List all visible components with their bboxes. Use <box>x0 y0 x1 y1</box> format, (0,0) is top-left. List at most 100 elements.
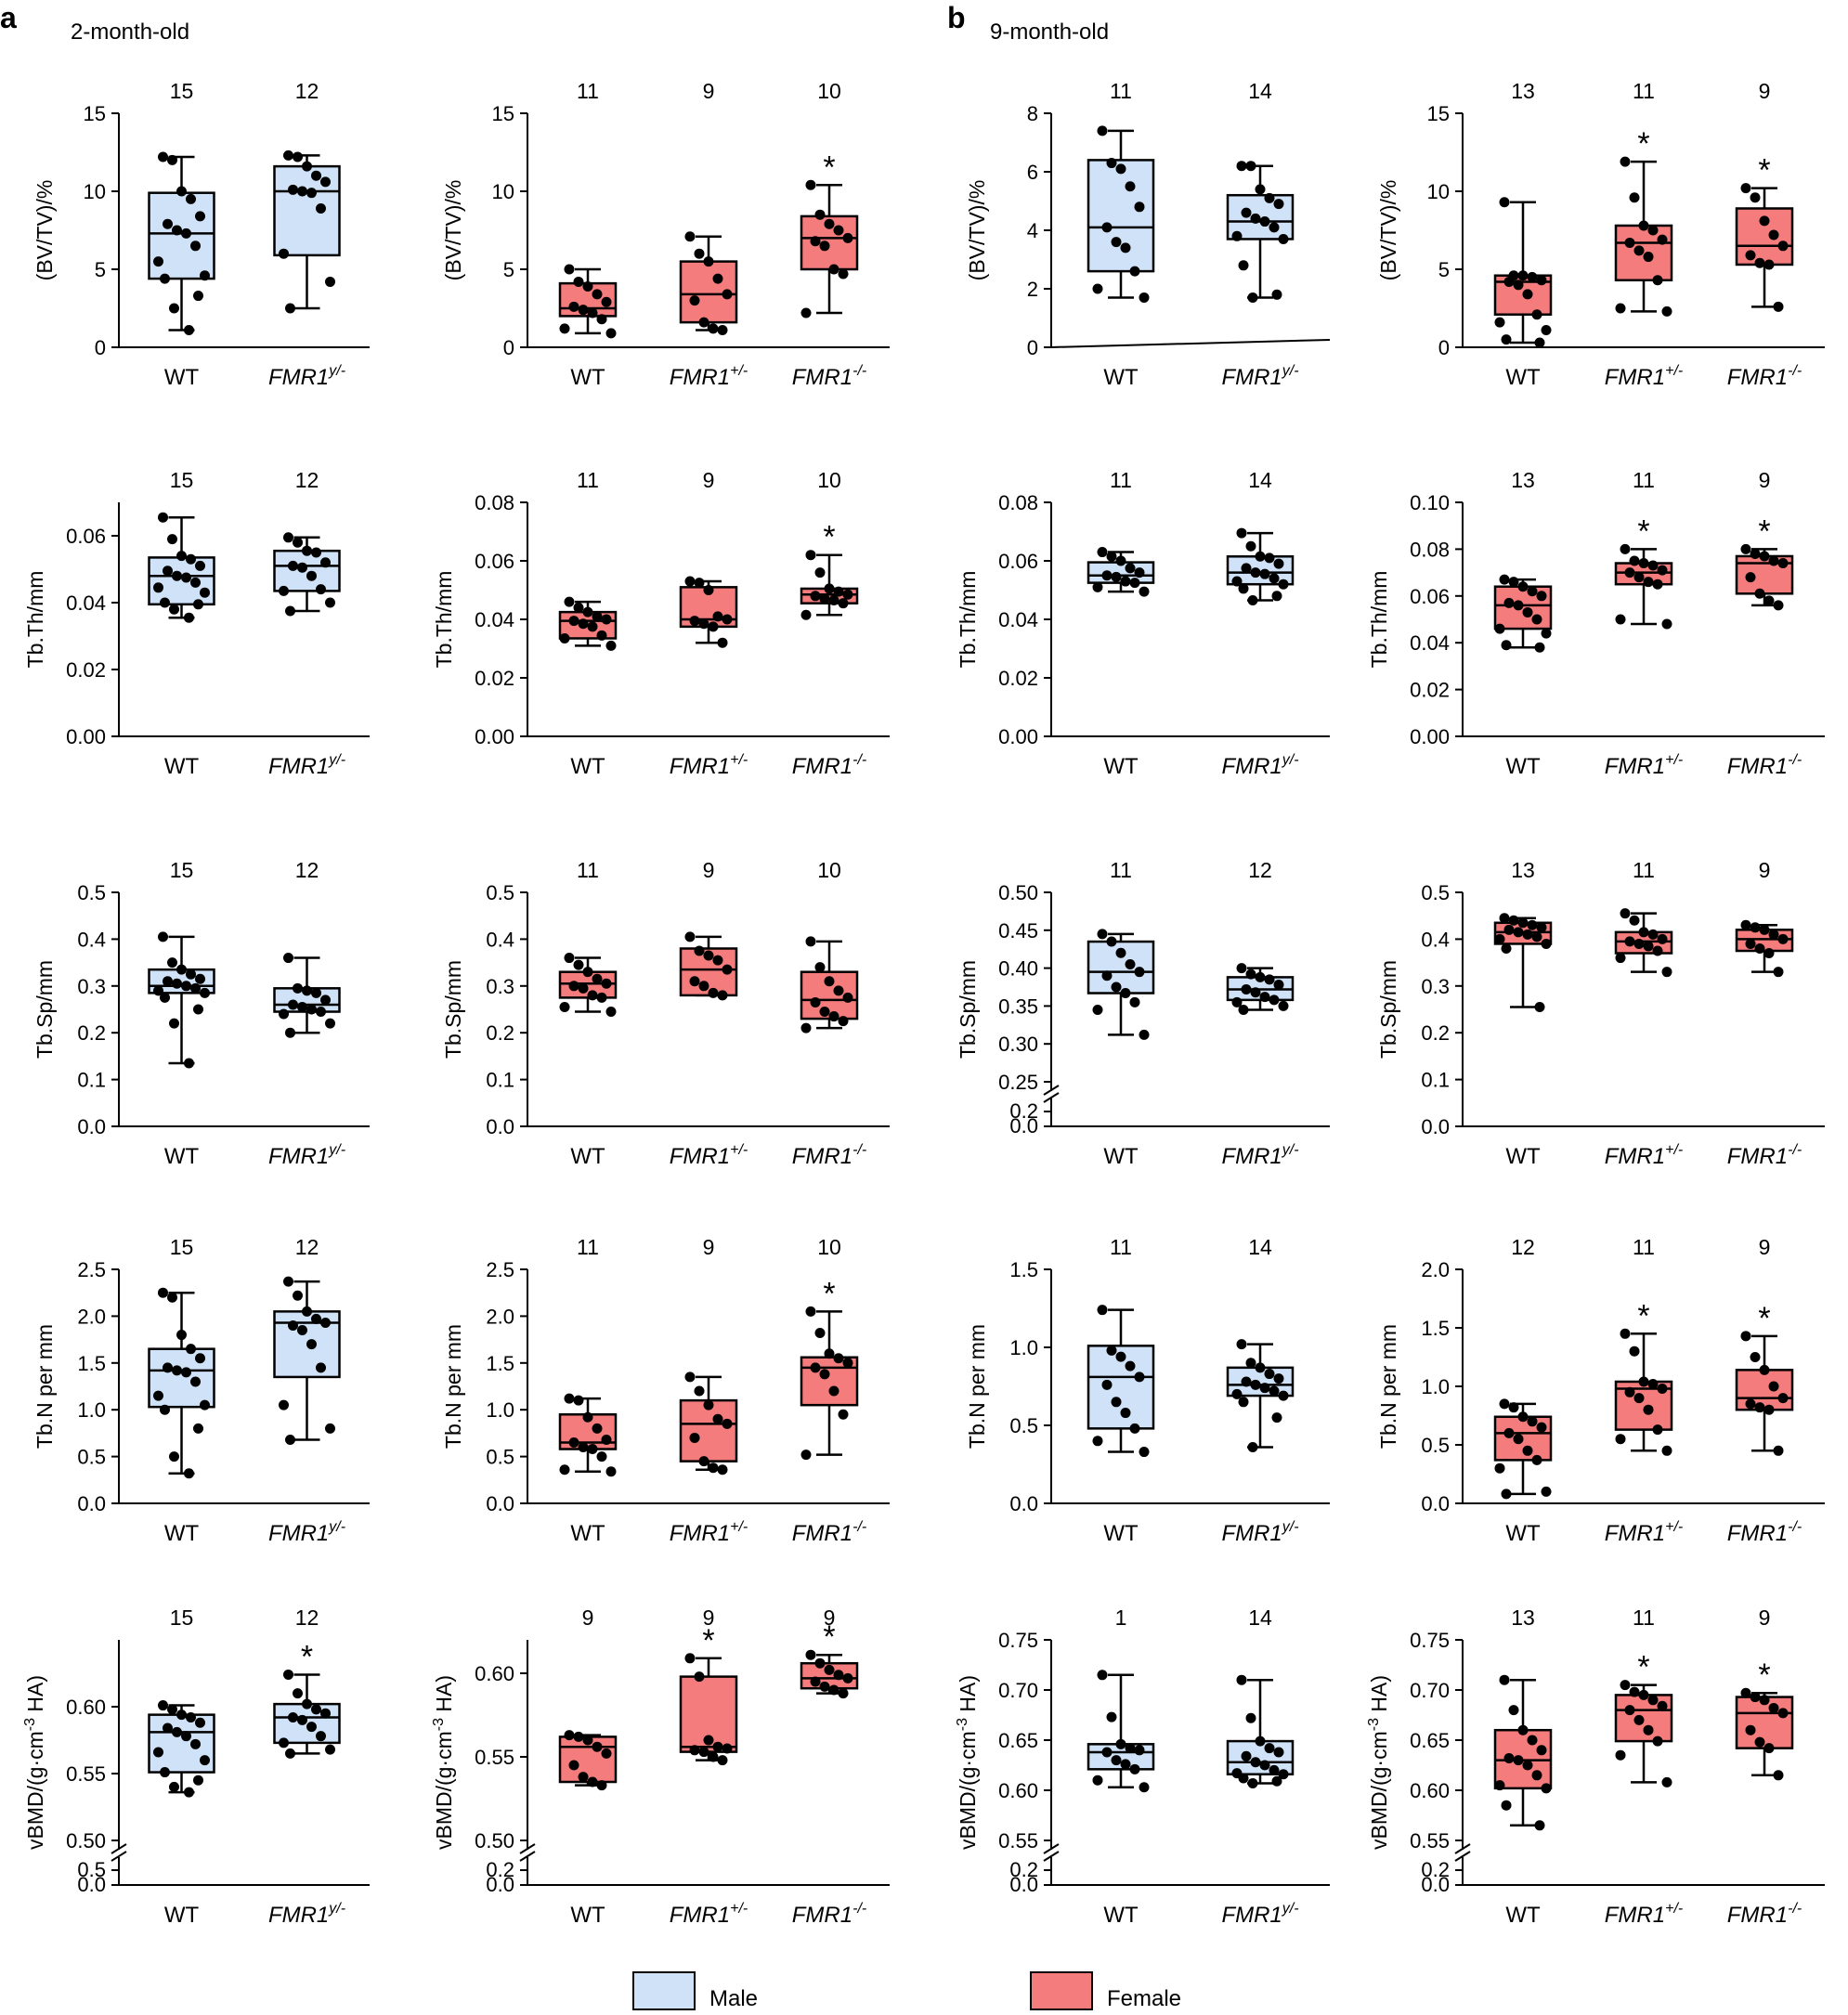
sample-size-label: 9 <box>582 1606 594 1630</box>
data-point <box>1763 948 1775 959</box>
y-axis-label: Tb.Sp/mm <box>441 960 465 1059</box>
data-point <box>306 1339 317 1350</box>
data-point <box>1661 1776 1672 1788</box>
y-tick-label: 0.1 <box>1421 1069 1450 1092</box>
data-point <box>181 1731 191 1742</box>
data-point <box>712 1413 723 1424</box>
data-point <box>1245 1358 1256 1369</box>
data-point <box>1508 915 1519 926</box>
plot-b-tbth-female: 0.00 0.02 0.04 0.06 0.08 0.10 Tb.Th/mm 13 WT 11 * F… <box>1367 468 1825 779</box>
data-point <box>1245 1712 1256 1723</box>
data-point <box>1541 938 1552 949</box>
y-tick-label: 1.5 <box>77 1352 106 1375</box>
data-point <box>1522 606 1533 618</box>
data-point <box>1777 558 1789 569</box>
panel-b-subtitle: 9-month-old <box>990 20 1109 45</box>
data-point <box>1777 933 1789 944</box>
data-point <box>694 1671 705 1683</box>
data-point <box>1777 1393 1789 1404</box>
data-point <box>302 1698 312 1710</box>
data-point <box>1255 184 1266 195</box>
data-point <box>1527 1735 1538 1746</box>
data-point <box>181 981 191 992</box>
significance-star: * <box>1637 1298 1649 1333</box>
sample-size-label: 9 <box>1759 468 1771 492</box>
y-tick-label: 0.50 <box>66 1829 106 1852</box>
sample-size-label: 11 <box>1110 858 1132 882</box>
x-category-label: WT <box>1103 754 1139 779</box>
data-point <box>1241 1750 1252 1762</box>
data-point <box>1236 1339 1247 1350</box>
data-point <box>158 931 168 942</box>
data-point <box>1139 1029 1150 1040</box>
data-point <box>1259 992 1270 1003</box>
data-point <box>193 1423 203 1434</box>
y-axis-label: Tb.N per mm <box>1376 1324 1400 1449</box>
plots: 051015(BV/TV)/%15WT12FMR1y/-051015(BV/TV… <box>22 79 1825 1928</box>
data-point <box>1508 1402 1519 1413</box>
data-point <box>1097 1305 1108 1316</box>
data-point <box>181 1367 191 1378</box>
data-point <box>1120 242 1131 254</box>
data-point <box>1101 970 1113 982</box>
data-point <box>1101 222 1113 233</box>
group-fmr1---: 9 FMR1-/- <box>1727 858 1802 1169</box>
data-point <box>1097 929 1108 940</box>
data-point <box>167 1292 177 1303</box>
data-point <box>1503 1427 1515 1438</box>
data-point <box>176 964 187 975</box>
data-point <box>1513 280 1524 291</box>
sample-size-label: 11 <box>1633 468 1655 492</box>
data-point <box>1278 233 1289 244</box>
significance-star: * <box>301 1639 313 1674</box>
data-point <box>288 184 298 195</box>
sample-size-label: 15 <box>170 858 194 882</box>
data-point <box>689 616 700 627</box>
data-point <box>578 1772 589 1783</box>
data-point <box>1101 1747 1113 1758</box>
group-wt: 11 WT <box>558 1235 618 1546</box>
y-tick-label: 0.25 <box>998 1071 1038 1094</box>
data-point <box>158 1700 168 1711</box>
data-point <box>195 1717 205 1728</box>
data-point <box>1777 240 1789 252</box>
data-point <box>1501 1800 1512 1811</box>
y-tick-label: 0.04 <box>475 608 514 631</box>
y-tick-label: 4 <box>1027 219 1038 242</box>
data-point <box>1238 1004 1249 1015</box>
data-point <box>1264 1743 1275 1754</box>
axis-break-mark <box>111 1843 127 1854</box>
data-point <box>592 289 603 300</box>
data-point <box>1255 1362 1266 1373</box>
x-category-label: FMR1+/- <box>670 752 748 779</box>
y-axis-label: Tb.N per mm <box>33 1324 57 1449</box>
data-point <box>1745 1724 1756 1736</box>
data-point <box>605 1007 617 1018</box>
y-axis-label: Tb.Th/mm <box>23 571 47 669</box>
sample-size-label: 11 <box>577 79 599 103</box>
group-fmr1-+-: 9* FMR1+/- <box>670 1606 748 1928</box>
data-point <box>578 1442 589 1453</box>
axis-break-mark <box>519 1851 536 1862</box>
y-axis-label: vBMD/(g·cm-3 HA) <box>1366 1675 1391 1850</box>
data-point <box>160 1404 170 1415</box>
data-point <box>717 325 728 336</box>
sample-size-label: 14 <box>1248 468 1272 492</box>
data-point <box>582 280 593 292</box>
y-tick-label: 1.5 <box>1421 1317 1450 1340</box>
data-point <box>722 964 733 975</box>
data-point <box>1245 968 1256 980</box>
data-point <box>1264 552 1275 564</box>
data-point <box>279 1737 289 1748</box>
data-point <box>167 1704 177 1715</box>
data-point <box>176 186 187 197</box>
y-tick-label: 1.0 <box>486 1398 514 1422</box>
group-fmr1-y-: 12 * FMR1y/- <box>268 1606 345 1928</box>
data-point <box>1750 548 1761 559</box>
y-axis-label: Tb.Th/mm <box>1367 571 1391 669</box>
data-point <box>1763 595 1775 606</box>
data-point <box>838 268 849 280</box>
data-point <box>1638 927 1649 938</box>
group-fmr1-+-: 11 * FMR1+/- <box>1605 468 1683 779</box>
plot-a-tbn-female: 0.0 0.5 1.0 1.5 2.0 2.5 Tb.N per mm 11 WT 9 FMR1+/… <box>441 1235 890 1546</box>
